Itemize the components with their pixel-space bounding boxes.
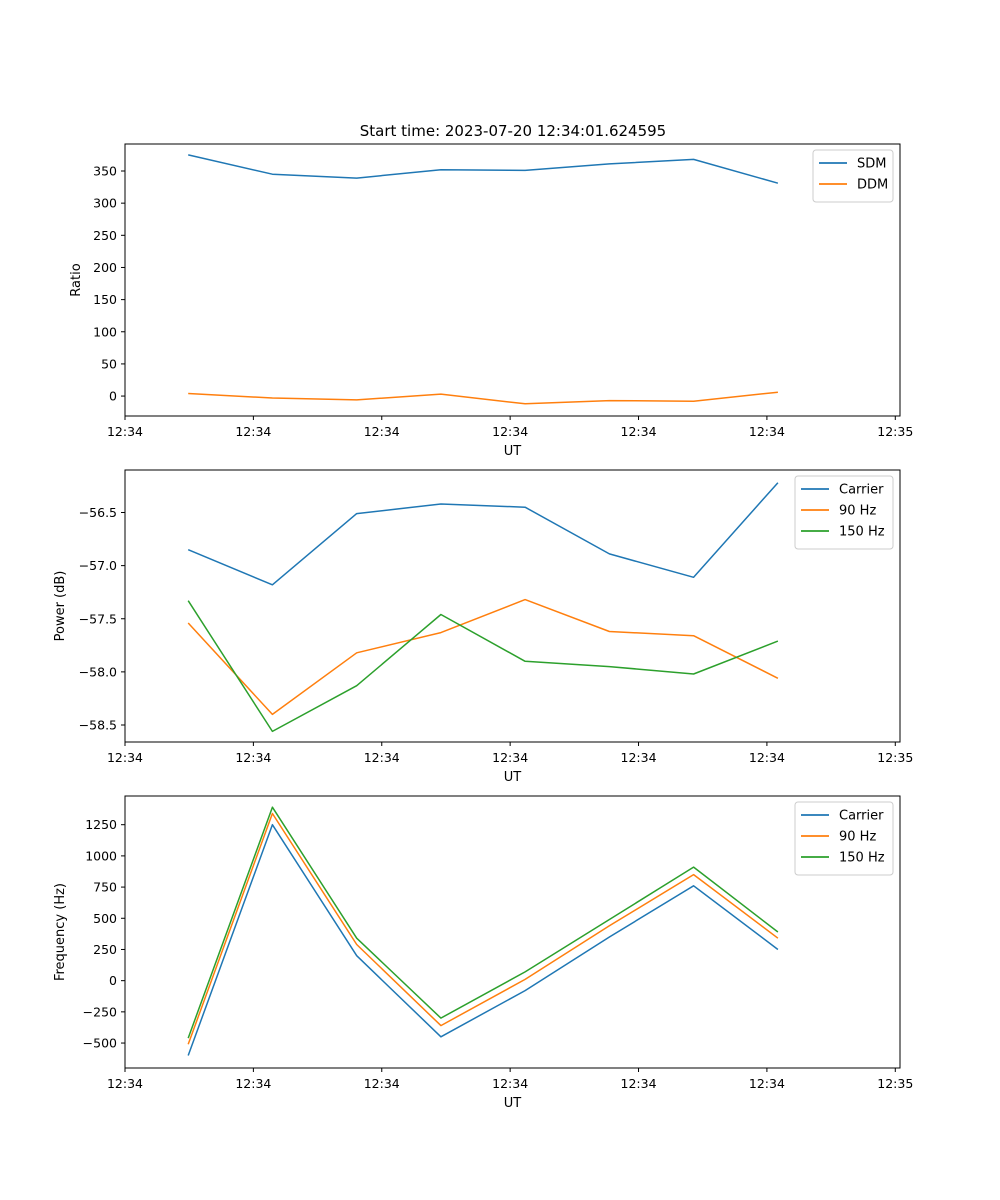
chart-3-series-line-3: [187, 806, 779, 1039]
chart-1-y-tick-label: 300: [93, 196, 117, 211]
chart-3-x-tick-label: 12:34: [235, 1076, 271, 1091]
chart-3-y-tick-label: 1000: [85, 848, 117, 863]
chart-2-legend-label-3: 150 Hz: [839, 525, 885, 540]
chart-3-x-tick-label: 12:35: [877, 1076, 913, 1091]
chart-1-y-tick-label: 100: [93, 324, 117, 339]
chart-1-x-tick-label: 12:34: [364, 424, 400, 439]
chart-3-legend-label-2: 90 Hz: [839, 830, 876, 845]
chart-1-legend-label-2: DDM: [857, 178, 888, 193]
chart-1-x-axis-label: UT: [504, 444, 522, 459]
chart-3-legend-label-1: Carrier: [839, 809, 884, 824]
subplot-ratio: 12:34 12:34 12:34 12:34 12:34 12:34 12:35 0 50 10…: [69, 143, 913, 459]
chart-2-x-tick-label: 12:34: [749, 750, 785, 765]
chart-2-y-axis-label: Power (dB): [53, 571, 68, 642]
chart-1-x-tick-label: 12:34: [235, 424, 271, 439]
chart-1-y-tick-label: 150: [93, 292, 117, 307]
chart-1-y-tick-label: 50: [101, 356, 117, 371]
chart-3-y-tick-label: 750: [93, 880, 117, 895]
figure-suptitle: Start time: 2023-07-20 12:34:01.624595: [360, 122, 666, 140]
chart-2-x-tick-label: 12:34: [492, 750, 528, 765]
chart-1-y-tick-label: 350: [93, 164, 117, 179]
chart-1-legend-label-1: SDM: [857, 157, 886, 172]
chart-2-x-tick-label: 12:34: [107, 750, 143, 765]
chart-3-series-line-2: [187, 812, 779, 1045]
chart-1-x-tick-label: 12:35: [877, 424, 913, 439]
chart-3-y-tick-label: 1250: [85, 817, 117, 832]
chart-1-y-tick-label: 250: [93, 228, 117, 243]
chart-1-y-tick-label: 200: [93, 260, 117, 275]
chart-1-axes-frame: [124, 143, 901, 417]
chart-1-x-tick-label: 12:34: [621, 424, 657, 439]
chart-2-y-tick-label: −57.0: [79, 558, 117, 573]
chart-2-legend-label-1: Carrier: [839, 483, 884, 498]
chart-3-legend-label-3: 150 Hz: [839, 851, 885, 866]
chart-2-y-tick-label: −56.5: [79, 505, 117, 520]
chart-3-x-tick-label: 12:34: [492, 1076, 528, 1091]
chart-2-x-tick-label: 12:35: [877, 750, 913, 765]
chart-3-x-tick-label: 12:34: [364, 1076, 400, 1091]
chart-1-series-line-1: [188, 154, 779, 184]
chart-1-x-tick-label: 12:34: [749, 424, 785, 439]
chart-3-y-tick-label: −250: [83, 1004, 117, 1019]
chart-3-axes-frame: [124, 795, 901, 1069]
chart-3-x-tick-label: 12:34: [107, 1076, 143, 1091]
chart-3-x-tick-label: 12:34: [621, 1076, 657, 1091]
chart-3-series-line-1: [187, 823, 779, 1056]
chart-1-y-axis-label: Ratio: [69, 263, 84, 296]
chart-2-y-tick-label: −58.0: [79, 664, 117, 679]
chart-3-x-tick-label: 12:34: [749, 1076, 785, 1091]
chart-3-x-axis-label: UT: [504, 1096, 522, 1111]
chart-2-legend-label-2: 90 Hz: [839, 504, 876, 519]
chart-2-series-line-2: [187, 598, 779, 716]
chart-3-y-tick-label: 0: [109, 973, 117, 988]
chart-1-series-line-2: [188, 391, 778, 405]
chart-3-y-tick-label: 250: [93, 942, 117, 957]
chart-3-y-tick-label: −500: [83, 1036, 117, 1051]
chart-2-series-line-3: [187, 600, 779, 733]
chart-2-x-tick-label: 12:34: [621, 750, 657, 765]
chart-2-y-tick-label: −58.5: [79, 718, 117, 733]
chart-2-x-tick-label: 12:34: [364, 750, 400, 765]
subplot-power: 12:34 12:34 12:34 12:34 12:34 12:34 12:35 −58.5…: [53, 469, 913, 785]
subplot-frequency: 12:34 12:34 12:34 12:34 12:34 12:34 12:35 −500 −…: [53, 795, 913, 1111]
chart-1-x-tick-label: 12:34: [107, 424, 143, 439]
chart-2-axes-frame: [124, 469, 901, 743]
chart-2-y-tick-label: −57.5: [79, 611, 117, 626]
chart-2-series-line-1: [187, 482, 779, 586]
chart-3-y-tick-label: 500: [93, 911, 117, 926]
chart-1-y-tick-label: 0: [109, 389, 117, 404]
chart-3-y-axis-label: Frequency (Hz): [53, 883, 68, 981]
chart-1-x-tick-label: 12:34: [492, 424, 528, 439]
chart-2-x-tick-label: 12:34: [235, 750, 271, 765]
chart-2-x-axis-label: UT: [504, 770, 522, 785]
